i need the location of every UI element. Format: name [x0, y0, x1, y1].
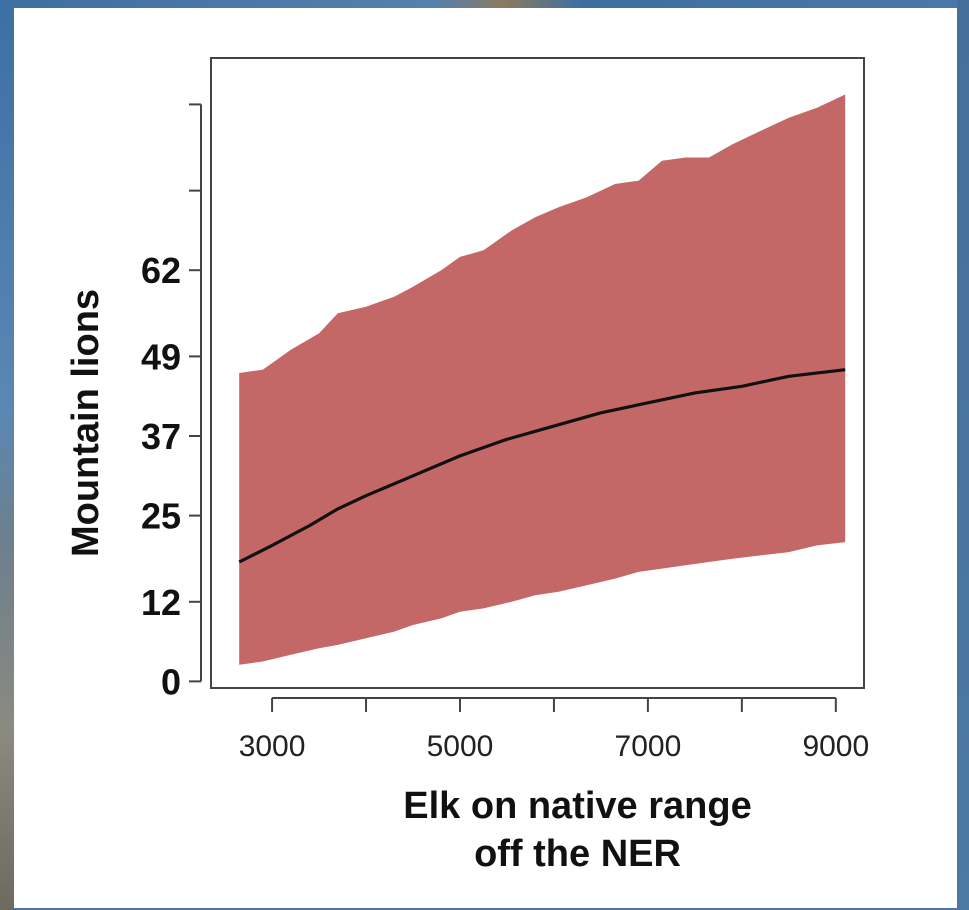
plot-frame — [210, 57, 865, 689]
y-tick-label: 25 — [141, 496, 181, 537]
y-tick-label: 62 — [141, 250, 181, 291]
y-axis: 0 12 25 37 49 62 — [141, 103, 202, 702]
x-tick-label: 9000 — [802, 730, 869, 763]
x-tick-label: 7000 — [615, 730, 682, 763]
x-axis: 3000 5000 7000 9000 — [239, 697, 869, 763]
x-tick-label: 3000 — [239, 730, 306, 763]
y-tick-label: 49 — [141, 336, 181, 377]
y-tick-label: 12 — [141, 582, 181, 623]
background-photo-right — [957, 0, 969, 910]
chart-card: 0 12 25 37 49 62 3000 5000 7000 9000 Mountain li… — [14, 8, 957, 908]
x-axis-label-line1: Elk on native range — [403, 785, 751, 827]
chart-svg: 0 12 25 37 49 62 3000 5000 7000 9000 Mountain li… — [65, 57, 869, 875]
y-tick-label: 37 — [141, 416, 181, 457]
x-tick-label: 5000 — [427, 730, 494, 763]
background-photo-top — [0, 0, 969, 8]
mean-line — [238, 368, 846, 564]
plot-area — [238, 94, 846, 665]
background-photo-left — [0, 0, 14, 910]
y-axis-label: Mountain lions — [65, 289, 107, 557]
x-axis-label-line2: off the NER — [474, 833, 681, 875]
y-tick-label: 0 — [161, 661, 181, 702]
confidence-band — [239, 94, 846, 665]
